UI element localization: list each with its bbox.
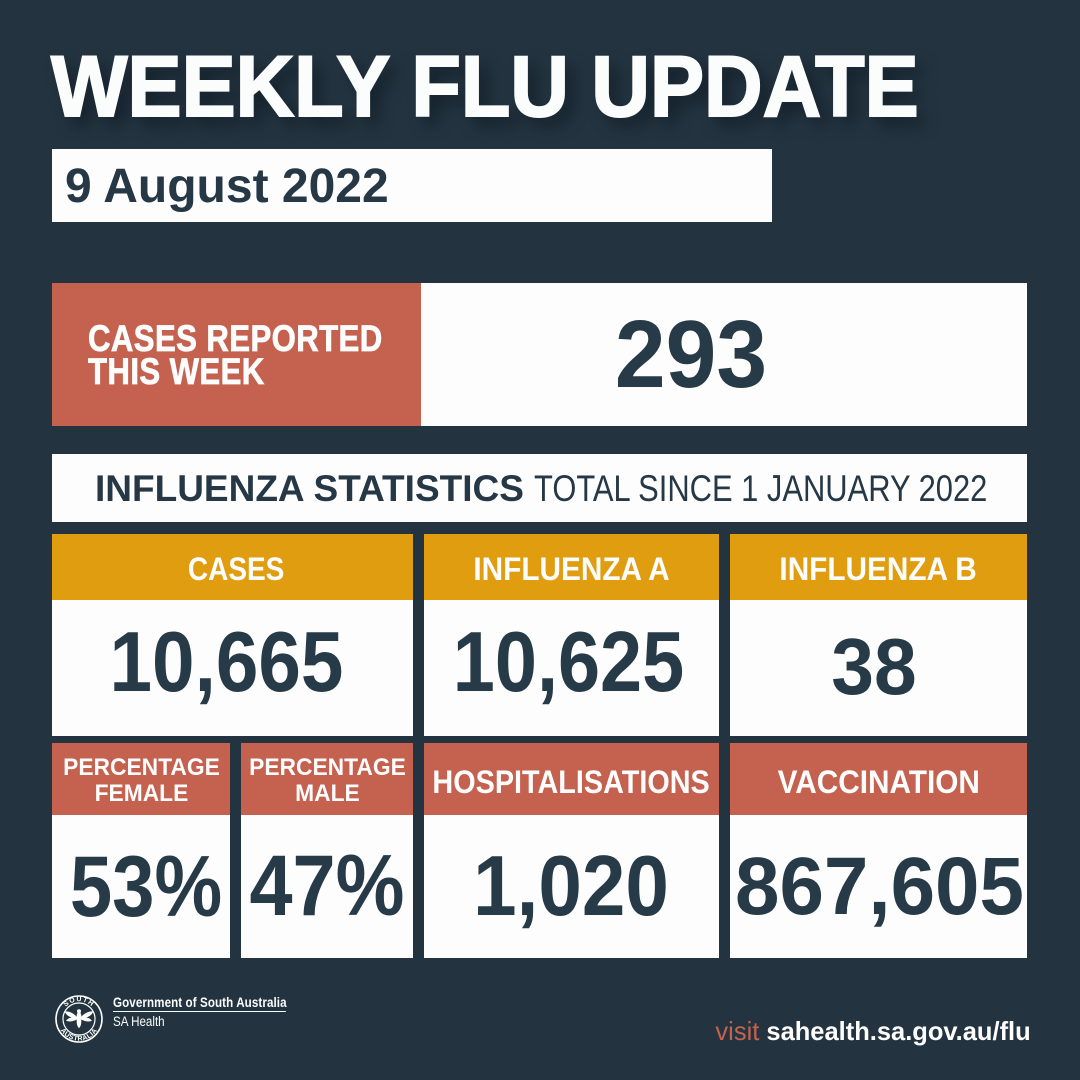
svg-text:SOUTH: SOUTH (63, 996, 96, 1008)
